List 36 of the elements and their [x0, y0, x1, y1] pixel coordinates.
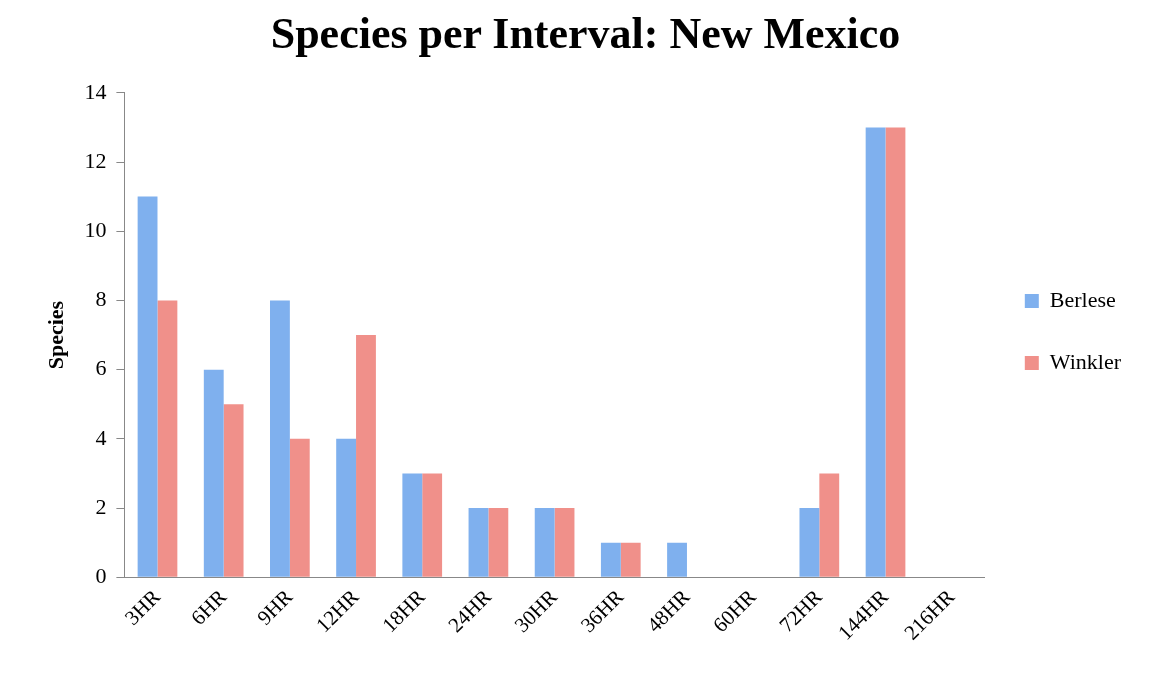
- y-tick-label: 14: [84, 78, 107, 104]
- bar: [336, 438, 357, 577]
- legend-label: Berlese: [1049, 286, 1116, 312]
- bar: [270, 300, 290, 577]
- y-tick-label: 0: [95, 563, 107, 589]
- bar: [885, 127, 906, 577]
- bar: [600, 542, 621, 577]
- y-tick-label: 6: [95, 355, 107, 381]
- bar: [554, 508, 575, 577]
- bar: [223, 404, 244, 577]
- bar: [488, 508, 509, 577]
- bar: [289, 438, 310, 577]
- bar: [422, 473, 443, 577]
- bar: [157, 300, 178, 577]
- bar: [402, 473, 423, 577]
- y-axis-title: Species: [42, 300, 68, 370]
- bar: [356, 335, 376, 577]
- bar: [137, 196, 158, 577]
- y-tick-label: 10: [84, 217, 107, 242]
- bar: [799, 508, 820, 577]
- bar: [865, 127, 886, 577]
- y-tick-label: 12: [84, 147, 107, 173]
- chart-title: Species per Interval: New Mexico: [270, 8, 901, 58]
- bar: [819, 473, 840, 577]
- x-tick-label: 6HR: [186, 584, 232, 630]
- bar: [620, 542, 641, 577]
- x-tick-label: 9HR: [252, 584, 298, 630]
- bar: [534, 508, 555, 577]
- bar: [468, 508, 489, 577]
- y-tick-label: 8: [95, 286, 107, 312]
- x-tick-label: 3HR: [119, 584, 165, 630]
- y-tick-label: 4: [95, 424, 107, 450]
- y-tick-label: 2: [95, 493, 107, 519]
- legend-label: Winkler: [1049, 348, 1122, 374]
- bar: [667, 542, 687, 577]
- bar: [203, 369, 224, 577]
